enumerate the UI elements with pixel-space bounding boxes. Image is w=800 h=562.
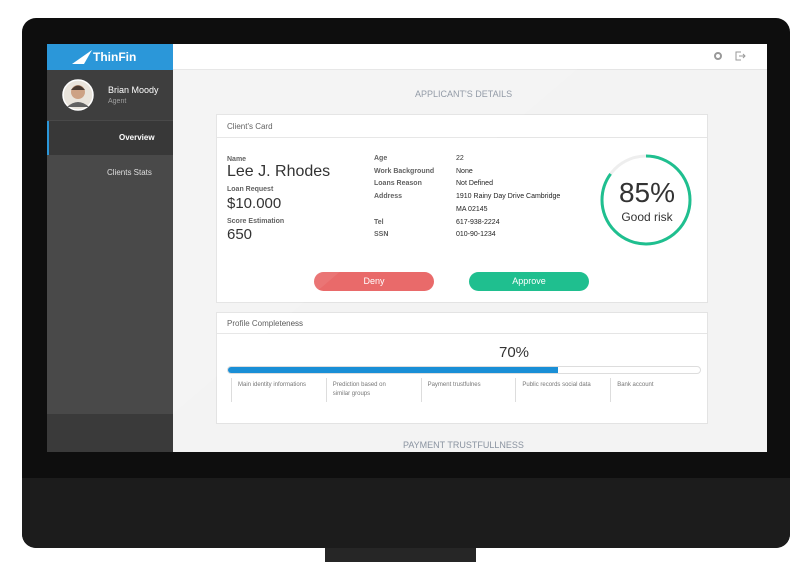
detail-value: 617-938-2224 — [456, 218, 500, 226]
card-header — [217, 313, 707, 334]
detail-value: Not Defined — [456, 180, 493, 188]
score: 650 — [227, 226, 253, 243]
card-header — [217, 115, 707, 138]
page-title: APPLICANT'S DETAILS — [415, 89, 513, 99]
step-label: Bank account — [617, 382, 654, 388]
logo-icon — [72, 50, 92, 64]
step-divider — [420, 378, 422, 402]
detail-label: Loans Reason — [374, 180, 422, 188]
detail-label: SSN — [374, 231, 389, 239]
field-label: Score Estimation — [227, 218, 285, 225]
monitor-chin — [22, 478, 790, 548]
risk-text: Good risk — [621, 210, 673, 224]
gauge-arc — [600, 154, 692, 246]
detail-label: Age — [374, 155, 388, 162]
nav-item[interactable]: Clients Stats — [107, 168, 152, 177]
user-role: Agent — [108, 98, 127, 105]
progress-label: 70% — [499, 344, 530, 361]
monitor-stand — [325, 548, 476, 562]
detail-value: 22 — [456, 155, 464, 162]
avatar — [62, 79, 94, 111]
field-label: Loan Request — [227, 186, 274, 193]
step-divider — [325, 378, 327, 402]
detail-value: 010-90-1234 — [456, 231, 496, 239]
detail-label: Work Background — [374, 167, 435, 175]
screen: ThinFin Brian Moody Agent Overview Clien… — [47, 44, 767, 452]
steps: Main identity informations Prediction bas… — [227, 378, 701, 408]
details: Age 22 Work Background None Loans Reason Not … — [374, 155, 604, 245]
risk-gauge — [600, 154, 692, 246]
detail-value: MA 02145 — [456, 205, 488, 213]
loan-amount: $10.000 — [227, 195, 282, 212]
deny-button[interactable]: Deny — [314, 272, 434, 291]
detail-value: 1910 Rainy Day Drive Cambridge — [456, 193, 561, 201]
nav-active[interactable]: Overview — [47, 121, 173, 155]
top-bar — [173, 44, 767, 70]
risk-percent: 85% — [618, 177, 676, 208]
brand: ThinFin — [93, 50, 137, 64]
step-label: Prediction based on similar groups — [332, 382, 386, 397]
profile-card: Profile Completeness 70% Main identity i… — [216, 312, 708, 424]
section-title: PAYMENT TRUSTFULLNESS — [403, 440, 524, 450]
card-title: Profile Completeness — [227, 319, 304, 328]
approve-button[interactable]: Approve — [469, 272, 589, 291]
logo-bar: ThinFin — [47, 44, 173, 70]
step-divider — [515, 378, 517, 402]
detail-label: Tel — [374, 218, 384, 226]
user-name: Brian Moody — [108, 85, 159, 95]
field-label: Name — [227, 156, 247, 163]
settings-icon[interactable] — [713, 51, 723, 61]
client-card: Client's Card Name Lee J. Rhodes Loan Re… — [216, 114, 708, 303]
nav-item[interactable]: Overview — [119, 133, 155, 142]
step-divider — [231, 378, 232, 402]
step-label: Payment trustfulnes — [427, 382, 481, 388]
client-name: Lee J. Rhodes — [227, 163, 331, 180]
detail-label: Address — [374, 193, 403, 201]
step-label: Public records social data — [522, 382, 591, 388]
profile-box: Brian Moody Agent — [47, 70, 173, 120]
logout-icon[interactable] — [735, 51, 746, 61]
progress-fill — [228, 367, 559, 373]
step-label: Main identity informations — [238, 382, 307, 388]
detail-value: None — [456, 167, 473, 175]
step-divider — [610, 378, 612, 402]
card-title: Client's Card — [227, 122, 273, 131]
progress-track — [227, 366, 701, 374]
